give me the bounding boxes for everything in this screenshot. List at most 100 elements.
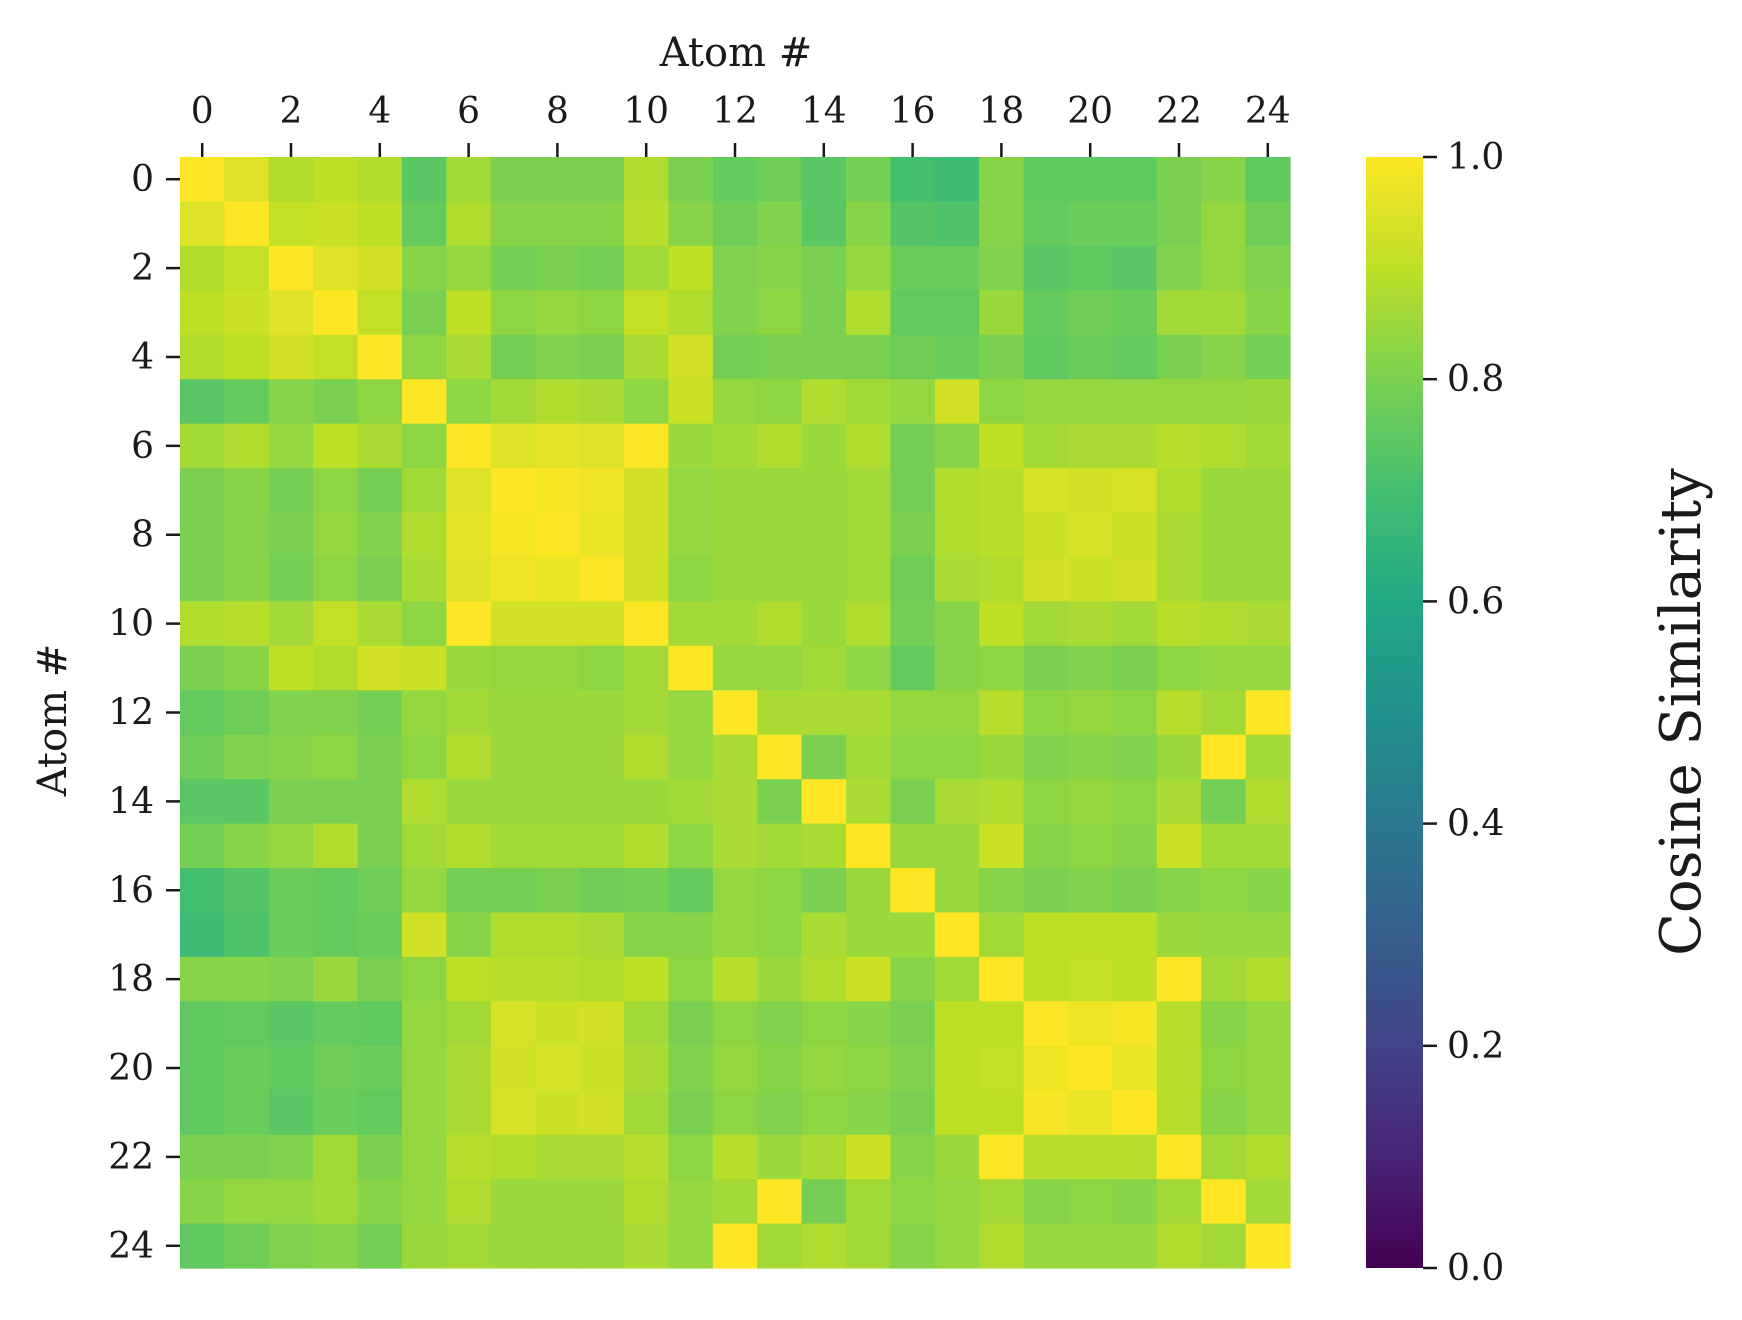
heatmap-cell-0-12 (712, 157, 758, 203)
heatmap-cell-15-7 (490, 823, 536, 869)
heatmap-cell-15-0 (180, 823, 225, 869)
heatmap-cell-2-19 (1023, 245, 1069, 291)
heatmap-cell-5-1 (224, 379, 270, 425)
colorbar-ticks: 0.0 0.2 0.4 0.6 0.8 1.0 (1423, 137, 1504, 1289)
heatmap-cell-13-12 (712, 734, 758, 780)
heatmap-cell-11-8 (535, 645, 581, 691)
heatmap-cell-20-1 (224, 1045, 270, 1091)
heatmap-cell-15-14 (801, 823, 847, 869)
heatmap-cell-8-23 (1201, 512, 1247, 558)
heatmap-cell-1-23 (1201, 201, 1247, 247)
heatmap-cell-3-10 (624, 290, 669, 336)
heatmap-cell-23-15 (846, 1179, 891, 1225)
heatmap-cell-3-18 (979, 290, 1025, 336)
heatmap-cell-15-4 (357, 823, 403, 869)
heatmap-cell-23-23 (1201, 1179, 1247, 1225)
heatmap-cell-4-4 (357, 334, 403, 380)
heatmap-cell-12-5 (402, 690, 447, 736)
heatmap-cell-19-12 (712, 1001, 758, 1047)
heatmap-cell-19-4 (357, 1001, 403, 1047)
heatmap-cell-8-15 (846, 512, 891, 558)
heatmap-cell-21-22 (1156, 1090, 1202, 1136)
heatmap-cell-21-18 (979, 1090, 1025, 1136)
heatmap-cell-16-18 (979, 868, 1025, 914)
heatmap-cell-10-22 (1156, 601, 1202, 647)
heatmap-cell-5-20 (1068, 379, 1113, 425)
heatmap-cell-13-19 (1023, 734, 1069, 780)
colorbar (1366, 157, 1423, 1268)
heatmap-cell-14-1 (224, 779, 270, 825)
heatmap-cell-3-7 (490, 290, 536, 336)
heatmap-cell-12-20 (1068, 690, 1113, 736)
heatmap-cell-12-9 (579, 690, 625, 736)
x-tick-label: 4 (368, 91, 391, 132)
heatmap-cell-12-4 (357, 690, 403, 736)
heatmap-cell-14-4 (357, 779, 403, 825)
heatmap-cell-4-5 (402, 334, 447, 380)
heatmap-cell-17-23 (1201, 912, 1247, 958)
heatmap-cell-13-1 (224, 734, 270, 780)
heatmap-cell-5-11 (668, 379, 714, 425)
heatmap-cell-11-22 (1156, 645, 1202, 691)
heatmap-cell-12-21 (1112, 690, 1158, 736)
heatmap-cell-9-15 (846, 556, 891, 602)
heatmap-cell-13-22 (1156, 734, 1202, 780)
heatmap-cell-9-3 (313, 556, 359, 602)
heatmap-cell-11-3 (313, 645, 359, 691)
heatmap-cell-0-15 (846, 157, 891, 203)
heatmap-cell-5-16 (890, 379, 936, 425)
heatmap-cell-8-19 (1023, 512, 1069, 558)
heatmap-cell-8-10 (624, 512, 669, 558)
heatmap-cell-1-18 (979, 201, 1025, 247)
heatmap-cell-10-11 (668, 601, 714, 647)
heatmap-cell-11-7 (490, 645, 536, 691)
heatmap-cell-16-11 (668, 868, 714, 914)
heatmap-cell-16-23 (1201, 868, 1247, 914)
heatmap-cell-21-16 (890, 1090, 936, 1136)
heatmap-cell-8-12 (712, 512, 758, 558)
heatmap-cell-0-14 (801, 157, 847, 203)
heatmap-cell-10-17 (934, 601, 980, 647)
heatmap-cell-1-17 (934, 201, 980, 247)
heatmap-cell-10-5 (402, 601, 447, 647)
heatmap-cell-19-10 (624, 1001, 669, 1047)
heatmap-cell-8-11 (668, 512, 714, 558)
heatmap-cell-11-4 (357, 645, 403, 691)
heatmap-cell-15-12 (712, 823, 758, 869)
heatmap-cell-19-13 (757, 1001, 803, 1047)
heatmap-cell-3-12 (712, 290, 758, 336)
heatmap-cell-10-1 (224, 601, 270, 647)
heatmap-cell-12-17 (934, 690, 980, 736)
heatmap-cell-16-21 (1112, 868, 1158, 914)
heatmap-cell-16-13 (757, 868, 803, 914)
heatmap-cell-10-24 (1245, 601, 1291, 647)
heatmap-cell-22-10 (624, 1134, 669, 1180)
colorbar-title: Cosine Similarity (1649, 468, 1714, 956)
heatmap-cell-6-5 (402, 423, 447, 469)
heatmap-cell-19-0 (180, 1001, 225, 1047)
heatmap-cell-5-9 (579, 379, 625, 425)
heatmap-cell-15-8 (535, 823, 581, 869)
heatmap-cell-11-19 (1023, 645, 1069, 691)
heatmap-cell-20-8 (535, 1045, 581, 1091)
heatmap-cell-22-12 (712, 1134, 758, 1180)
heatmap-cell-24-20 (1068, 1223, 1113, 1269)
heatmap-cell-22-7 (490, 1134, 536, 1180)
heatmap-cell-15-20 (1068, 823, 1113, 869)
heatmap-cell-18-19 (1023, 956, 1069, 1002)
heatmap-cell-22-19 (1023, 1134, 1069, 1180)
heatmap-cell-3-22 (1156, 290, 1202, 336)
heatmap-cell-2-11 (668, 245, 714, 291)
heatmap-cell-7-24 (1245, 468, 1291, 514)
heatmap-cell-11-5 (402, 645, 447, 691)
heatmap-cell-24-15 (846, 1223, 891, 1269)
heatmap-cell-10-7 (490, 601, 536, 647)
heatmap-cell-13-8 (535, 734, 581, 780)
heatmap-cell-21-4 (357, 1090, 403, 1136)
heatmap-cell-21-3 (313, 1090, 359, 1136)
heatmap-cell-18-2 (268, 956, 314, 1002)
heatmap-cell-1-2 (268, 201, 314, 247)
heatmap-cell-6-9 (579, 423, 625, 469)
heatmap-cell-5-2 (268, 379, 314, 425)
heatmap-cell-4-18 (979, 334, 1025, 380)
